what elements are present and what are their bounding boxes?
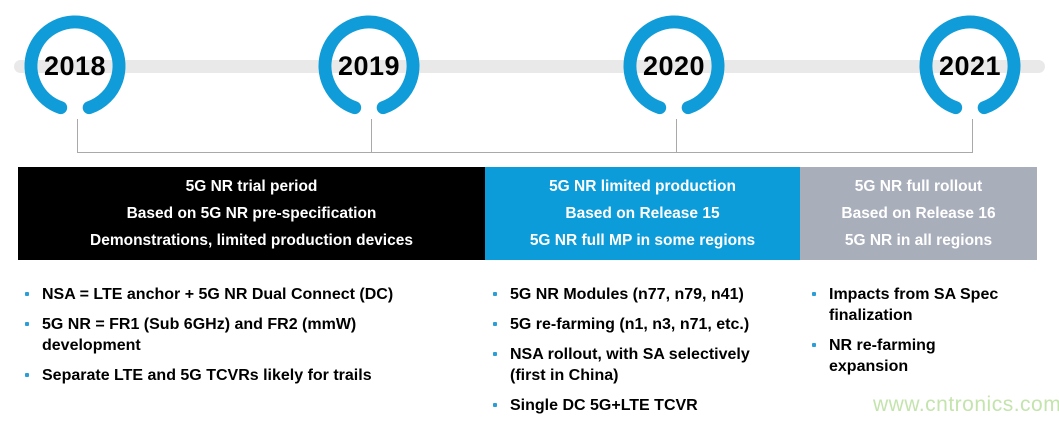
year-label: 2020 [642, 50, 706, 81]
list-item: NSA = LTE anchor + 5G NR Dual Connect (D… [25, 284, 465, 305]
bullet-dot-icon [493, 403, 497, 407]
site-watermark: www.cntronics.com [873, 393, 1059, 416]
bullet-dot-icon [812, 292, 816, 296]
phase-band-limited-production: 5G NR limited production Based on Releas… [485, 167, 800, 260]
bullet-text: 5G NR Modules (n77, n79, n41) [510, 286, 744, 303]
list-item: 5G NR = FR1 (Sub 6GHz) and FR2 (mmW) dev… [25, 314, 465, 356]
bullet-list-trial-period: NSA = LTE anchor + 5G NR Dual Connect (D… [25, 284, 465, 395]
list-item: 5G NR Modules (n77, n79, n41) [493, 284, 823, 305]
bullet-dot-icon [493, 322, 497, 326]
year-label: 2019 [337, 50, 401, 81]
phase-title-line: Based on Release 15 [565, 205, 720, 222]
bullet-text: Single DC 5G+LTE TCVR [510, 397, 698, 414]
year-label: 2018 [43, 50, 107, 81]
list-item: NSA rollout, with SA selectively (first … [493, 344, 823, 386]
year-node-2018: 2018 [24, 15, 126, 117]
bullet-text: Separate LTE and 5G TCVRs likely for tra… [42, 367, 372, 384]
phase-title-line: 5G NR full rollout [854, 178, 983, 195]
year-node-2019: 2019 [318, 15, 420, 117]
bullet-list-full-rollout: Impacts from SA Spec finalization NR re-… [812, 284, 1027, 386]
bullet-text: NR re-farming expansion [829, 337, 936, 375]
timeline-drop-line-2021 [972, 119, 973, 153]
bullet-dot-icon [493, 352, 497, 356]
timeline-connector-line [77, 152, 973, 153]
phase-title-line: 5G NR full MP in some regions [529, 232, 756, 249]
timeline-bar [14, 60, 1045, 73]
list-item: 5G re-farming (n1, n3, n71, etc.) [493, 314, 823, 335]
list-item: NR re-farming expansion [812, 335, 1027, 377]
bullet-text: 5G re-farming (n1, n3, n71, etc.) [510, 316, 750, 333]
phase-title-line: Based on 5G NR pre-specification [126, 205, 377, 222]
bullet-dot-icon [25, 292, 29, 296]
year-node-2021: 2021 [919, 15, 1021, 117]
timeline-drop-line-2018 [77, 119, 78, 153]
bullet-dot-icon [25, 373, 29, 377]
phase-title-line: 5G NR limited production [549, 178, 736, 195]
phase-title-line: 5G NR in all regions [844, 232, 993, 249]
list-item: Impacts from SA Spec finalization [812, 284, 1027, 326]
bullet-text: NSA = LTE anchor + 5G NR Dual Connect (D… [42, 286, 394, 303]
list-item: Single DC 5G+LTE TCVR [493, 395, 823, 416]
phase-band-trial-period: 5G NR trial period Based on 5G NR pre-sp… [18, 167, 485, 260]
bullet-text: NSA rollout, with SA selectively (first … [510, 346, 750, 384]
list-item: Separate LTE and 5G TCVRs likely for tra… [25, 365, 465, 386]
year-ring-icon [919, 15, 1021, 117]
bullet-dot-icon [812, 343, 816, 347]
year-ring-icon [24, 15, 126, 117]
phase-band-full-rollout: 5G NR full rollout Based on Release 16 5… [800, 167, 1037, 260]
timeline-drop-line-2020 [676, 119, 677, 153]
year-ring-icon [318, 15, 420, 117]
bullet-text: Impacts from SA Spec finalization [829, 286, 999, 324]
timeline-drop-line-2019 [371, 119, 372, 153]
year-ring-icon [623, 15, 725, 117]
year-label: 2021 [938, 50, 1002, 81]
bullet-dot-icon [493, 292, 497, 296]
phase-title-line: Demonstrations, limited production devic… [90, 232, 413, 249]
phase-title-line: Based on Release 16 [841, 205, 996, 222]
bullet-dot-icon [25, 322, 29, 326]
bullet-list-limited-production: 5G NR Modules (n77, n79, n41) 5G re-farm… [493, 284, 823, 424]
phase-title-line: 5G NR trial period [185, 178, 318, 195]
year-node-2020: 2020 [623, 15, 725, 117]
bullet-text: 5G NR = FR1 (Sub 6GHz) and FR2 (mmW) dev… [42, 316, 357, 354]
